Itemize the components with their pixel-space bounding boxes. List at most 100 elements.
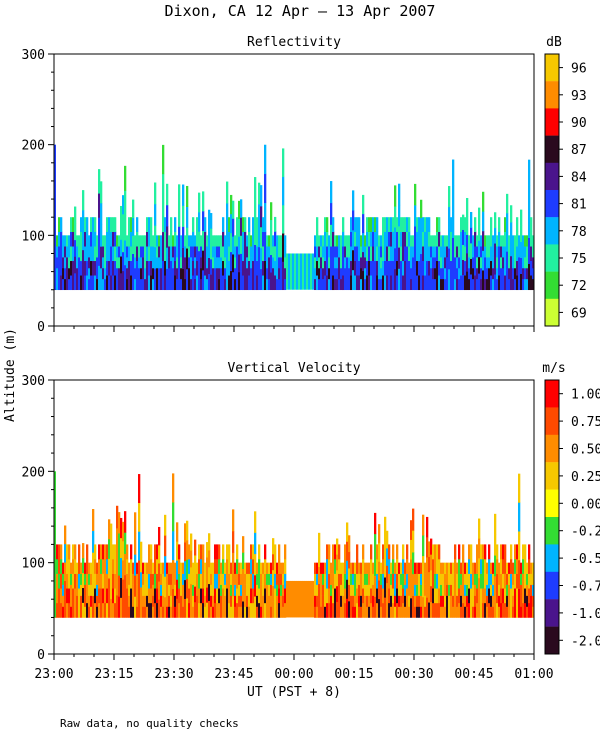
data-cell [382,231,385,247]
data-cell [178,226,181,248]
data-cell [496,278,499,291]
data-cell [176,267,179,280]
data-cell [298,580,301,618]
data-cell [362,559,365,574]
data-cell [268,606,271,618]
data-cell [314,606,317,618]
data-cell [240,595,243,607]
data-cell [286,253,289,290]
data-cell [250,257,253,269]
data-cell [480,267,483,280]
data-cell [408,584,411,596]
data-cell [486,584,489,596]
data-cell [432,257,435,269]
data-cell [166,573,169,585]
data-cell [502,573,505,589]
data-cell [282,584,285,596]
data-cell [188,602,191,618]
data-cell [462,573,465,589]
data-cell [232,574,235,597]
data-cell [354,246,357,262]
data-cell [404,606,407,618]
data-cell [74,559,77,574]
data-cell [258,268,261,291]
data-cell [262,217,265,233]
data-cell [384,557,387,578]
data-cell [220,606,223,618]
data-cell [210,584,213,596]
data-cell [430,267,433,280]
data-cell [236,231,239,247]
data-cell [478,207,481,225]
colorbar-tick-label: -1.00 [571,607,600,622]
data-cell [88,606,91,618]
data-cell [192,260,195,276]
data-cell [122,560,125,580]
data-cell [186,598,189,618]
data-cell [114,588,117,604]
data-cell [116,528,119,551]
data-cell [508,573,511,585]
data-cell [168,278,171,291]
data-cell [442,573,445,585]
data-cell [118,512,121,534]
data-cell [474,562,477,574]
data-cell [524,257,527,269]
data-cell [124,240,127,266]
data-cell [350,246,353,262]
data-cell [132,199,135,218]
data-cell [380,573,383,585]
data-cell [332,246,335,262]
data-cell [156,235,159,247]
data-cell [392,602,395,618]
data-cell [254,575,257,597]
data-cell [366,562,369,574]
data-cell [356,275,359,291]
data-cell [470,274,473,291]
data-cell [410,278,413,291]
data-cell [396,231,399,247]
data-cell [246,595,249,607]
data-cell [106,544,109,560]
data-cell [492,267,495,280]
data-cell [398,204,401,227]
data-cell [366,217,369,233]
data-cell [392,246,395,262]
data-cell [88,584,91,596]
data-cell [62,562,65,574]
data-cell [418,595,421,607]
data-cell [86,217,89,233]
data-cell [244,595,247,607]
data-cell [508,267,511,280]
data-cell [476,235,479,247]
data-cell [94,260,97,276]
data-cell [94,544,97,560]
data-cell [322,235,325,247]
data-cell [272,278,275,291]
data-cell [202,270,205,291]
colorbar-tick-label: 78 [571,225,587,240]
data-cell [472,562,475,574]
data-cell [514,267,517,280]
data-cell [248,246,251,262]
data-cell [216,544,219,560]
data-cell [402,231,405,247]
data-cell [436,217,439,233]
data-cell [400,573,403,585]
data-cell [520,573,523,585]
data-cell [480,278,483,291]
data-cell [92,552,95,575]
data-cell [230,584,233,596]
data-cell [172,278,175,291]
data-cell [132,217,135,236]
data-cell [314,562,317,574]
data-cell [354,584,357,596]
data-cell [130,573,133,589]
data-cell [70,584,73,596]
data-cell [230,194,233,215]
data-cell [256,260,259,276]
data-cell [442,246,445,258]
reflectivity-x-ticks [53,326,535,332]
data-cell [82,557,85,574]
